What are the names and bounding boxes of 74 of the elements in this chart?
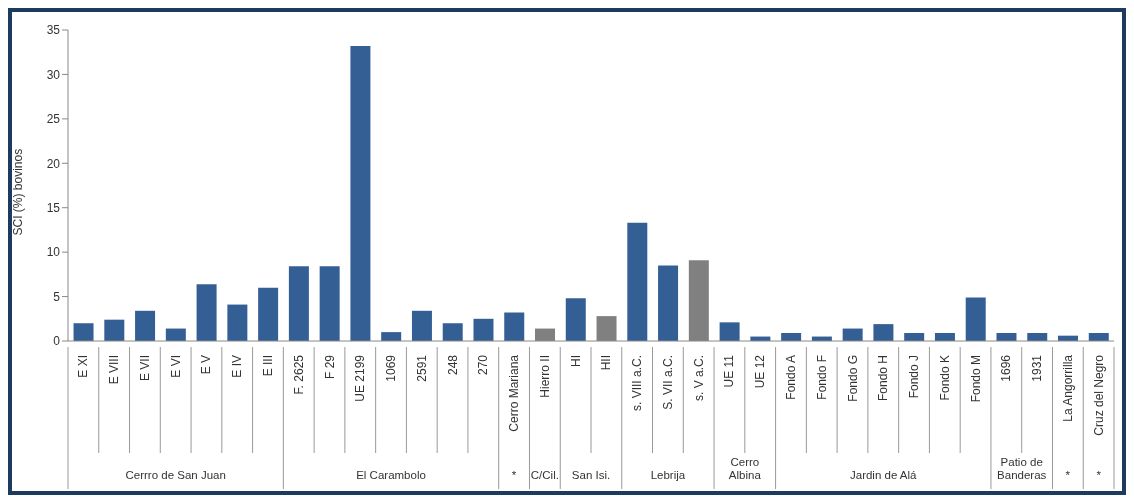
y-tick-label: 5 [53, 289, 61, 304]
y-tick-label: 25 [46, 112, 61, 127]
bar [965, 297, 986, 341]
x-tick-label: E III [260, 355, 275, 377]
x-tick-label: HII [599, 355, 614, 371]
x-tick-label: Fondo G [845, 355, 860, 402]
bar [381, 332, 402, 341]
bar [627, 222, 648, 341]
x-tick-label: 1069 [384, 354, 399, 382]
x-tick-label: La Angorrilla [1060, 354, 1075, 422]
x-tick-label: E VIII [107, 355, 122, 385]
x-tick-label: 270 [476, 354, 491, 376]
x-tick-label: F 29 [322, 354, 337, 380]
y-tick-label: 0 [53, 334, 61, 349]
x-tick-label: F. 2625 [291, 354, 306, 395]
x-tick-label: UE 11 [722, 354, 737, 388]
text: El Carambolo [356, 469, 426, 481]
bar [504, 312, 525, 341]
bar [565, 298, 586, 341]
bar [104, 319, 125, 341]
bar [411, 310, 432, 341]
x-tick-label: UE 12 [753, 354, 768, 389]
x-tick-label: s. VIII a.C. [630, 355, 645, 412]
text: * [1065, 469, 1071, 481]
y-tick-label: 15 [46, 200, 61, 215]
bar [350, 45, 371, 341]
x-tick-label: Cerro Mariana [507, 354, 522, 432]
x-tick-label: Cruz del Negro [1091, 354, 1106, 436]
x-tick-label: s. V a.C. [691, 355, 706, 402]
x-tick-label: E XI [76, 355, 91, 378]
x-tick-label: E VI [168, 355, 183, 378]
bar [873, 324, 894, 341]
bar [73, 323, 94, 341]
text: San Isi. [571, 469, 611, 481]
bar [719, 322, 740, 341]
x-tick-label: 1696 [999, 354, 1014, 382]
bar [135, 310, 156, 341]
y-tick-label: 30 [46, 67, 61, 82]
x-tick-label: HI [568, 355, 583, 367]
y-tick-label: 10 [46, 245, 61, 260]
text: * [511, 469, 517, 481]
x-tick-label: Fondo M [968, 355, 983, 403]
x-tick-label: Fondo H [876, 355, 891, 402]
y-tick-label: 35 [46, 23, 61, 38]
x-tick-label: E IV [230, 355, 245, 378]
x-tick-label: 2591 [414, 354, 429, 382]
x-tick-label: 1931 [1030, 354, 1045, 382]
x-tick-label: E VII [137, 355, 152, 382]
x-tick-label: Fondo A [783, 355, 798, 400]
bar [227, 304, 248, 341]
x-tick-label: Fondo J [907, 355, 922, 399]
x-tick-label: Fondo F [814, 355, 829, 400]
text: Cerrro de San Juan [125, 469, 226, 481]
x-tick-label: 248 [445, 354, 460, 376]
text: C/Cil. [530, 469, 559, 481]
x-tick-label: Fondo K [937, 355, 952, 401]
bar [288, 266, 309, 341]
x-tick-label: Hierro II [537, 355, 552, 398]
y-tick-label: 20 [46, 156, 61, 171]
bar [196, 284, 217, 341]
x-tick-label: UE 2199 [353, 354, 368, 402]
bar [473, 318, 494, 341]
x-tick-label: S. VII a.C. [660, 355, 675, 410]
text: Patio de Banderas [997, 456, 1047, 481]
text: Cerro Albina [728, 456, 762, 481]
y-axis-title: SCI (%) bovinos [11, 148, 26, 236]
bar [258, 287, 279, 341]
x-tick-label: E V [199, 355, 214, 375]
bar [319, 266, 340, 341]
text: Jardin de Alá [850, 469, 918, 481]
text: * [1096, 469, 1102, 481]
bar [658, 265, 679, 341]
bar [442, 323, 463, 341]
text: Lebrija [650, 469, 686, 481]
